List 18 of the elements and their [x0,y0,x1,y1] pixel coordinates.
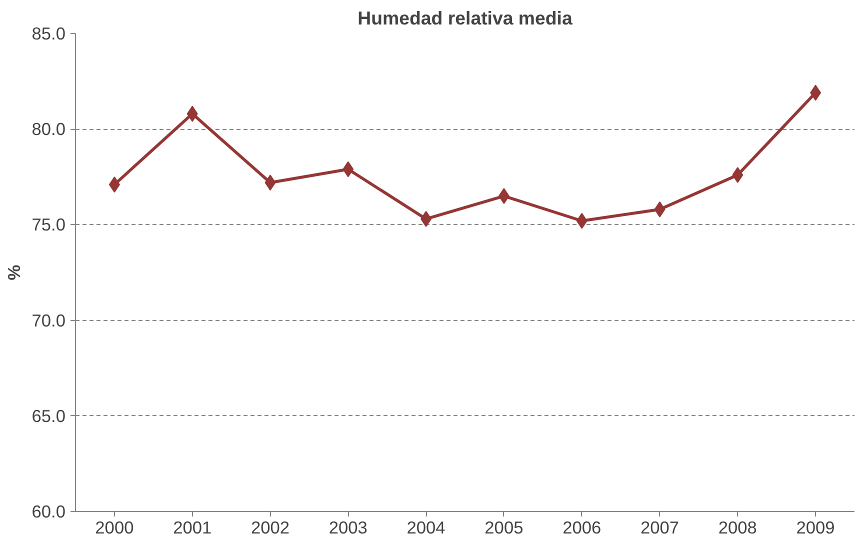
y-axis-title: % [4,264,24,280]
x-tick-label: 2005 [484,518,524,536]
chart-title: Humedad relativa media [358,8,573,28]
x-tick-label: 2009 [796,518,835,536]
y-tick-label: 75.0 [32,214,66,235]
x-tick-label: 2007 [640,518,680,536]
x-tick-label: 2003 [328,518,368,536]
x-tick-label: 2002 [250,518,290,536]
y-tick-label: 85.0 [32,24,66,44]
x-tick-label: 2004 [406,518,446,536]
y-tick-label: 80.0 [32,119,66,140]
x-tick-label: 2000 [95,518,134,536]
x-tick-label: 2001 [173,518,212,536]
x-tick-label: 2006 [562,518,602,536]
x-tick-label: 2008 [718,518,757,536]
y-tick-label: 60.0 [32,502,66,522]
y-tick-label: 70.0 [32,310,66,330]
y-tick-label: 65.0 [32,406,66,426]
